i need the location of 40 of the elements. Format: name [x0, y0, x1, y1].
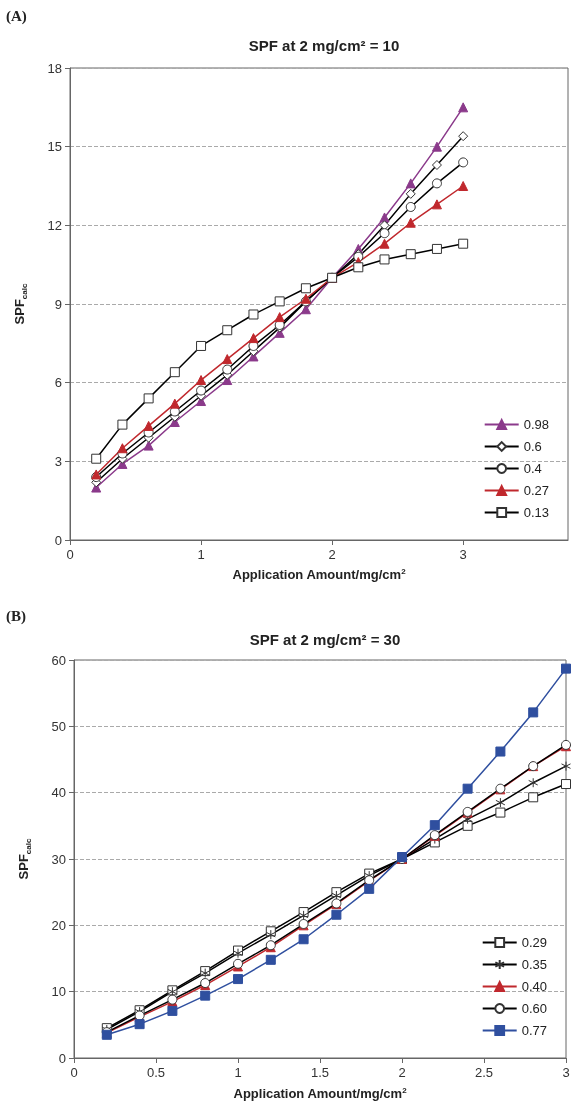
x-tick-label: 0.5	[146, 1065, 166, 1080]
x-tick-label: 3	[562, 1065, 570, 1080]
text: (A)	[6, 7, 27, 25]
y-tick-label: 15	[47, 139, 62, 155]
x-tick-label: 2	[328, 547, 336, 562]
legend-label: 0.29	[521, 935, 548, 950]
y-tick-label: 6	[54, 375, 62, 391]
text: (B)	[6, 607, 26, 625]
y-tick-label: 0	[54, 532, 62, 548]
y-tick-label: 18	[47, 60, 62, 76]
x-tick-label: 3	[459, 547, 467, 562]
legend-label: 0.40	[521, 979, 548, 994]
legend-label: 0.98	[523, 417, 550, 432]
legend-label: 0.4	[523, 461, 542, 476]
x-tick-label: 1.5	[310, 1065, 330, 1080]
x-tick-label: 0	[70, 1065, 78, 1080]
x-tick-label: 1	[234, 1065, 242, 1080]
y-tick-label: 9	[54, 296, 62, 312]
legend-label: 0.60	[521, 1001, 548, 1016]
legend-label: 0.6	[523, 439, 542, 454]
x-tick-label: 2	[398, 1065, 406, 1080]
chart-title: SPF at 2 mg/cm² = 10	[248, 37, 400, 54]
y-tick-label: 30	[51, 851, 66, 867]
x-tick-label: 1	[197, 547, 205, 562]
y-tick-label: 3	[54, 453, 62, 469]
y-axis-title: SPFcalc	[15, 838, 33, 880]
y-tick-label: 20	[51, 917, 66, 933]
y-tick-label: 10	[51, 984, 66, 1000]
chart-title: SPF at 2 mg/cm² = 30	[249, 631, 401, 648]
legend-label: 0.35	[521, 957, 548, 972]
y-tick-label: 40	[51, 785, 66, 801]
legend-label: 0.77	[521, 1023, 548, 1038]
y-tick-label: 0	[58, 1050, 66, 1066]
y-axis-title: SPFcalc	[11, 283, 29, 325]
y-tick-label: 50	[51, 718, 66, 734]
y-tick-label: 12	[47, 217, 62, 233]
legend-label: 0.13	[523, 505, 550, 520]
legend-label: 0.27	[523, 483, 550, 498]
x-tick-label: 2.5	[474, 1065, 494, 1080]
y-tick-label: 60	[51, 652, 66, 668]
